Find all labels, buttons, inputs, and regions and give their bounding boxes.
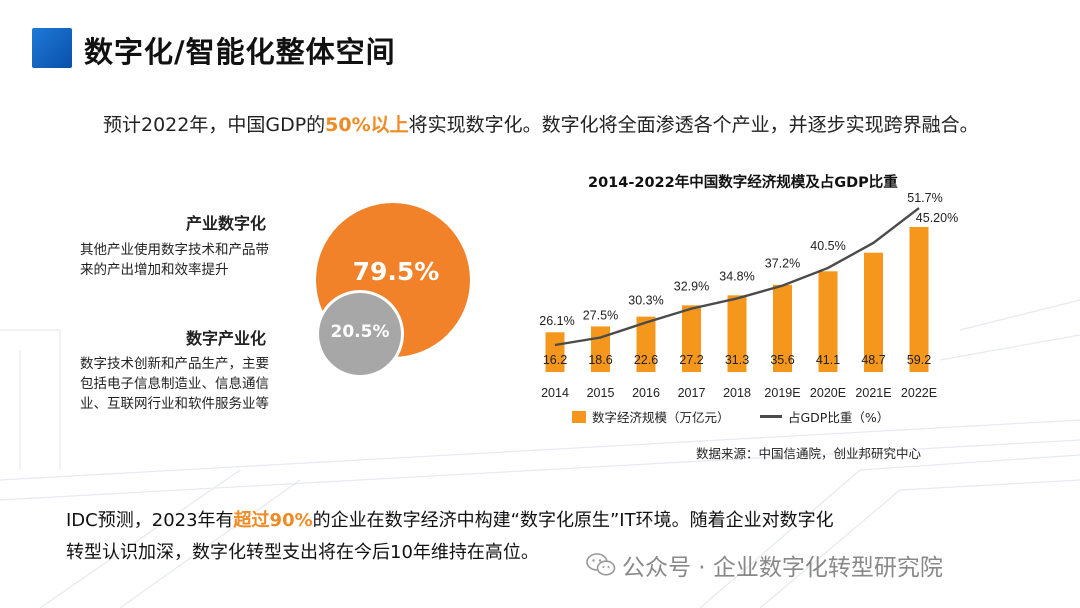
intro-after: 将实现数字化。数字化将全面渗透各个产业，并逐步实现跨界融合。 bbox=[408, 114, 979, 136]
legend-line-swatch bbox=[760, 415, 782, 418]
line-value-label: 26.1% bbox=[539, 314, 574, 328]
page-title: 数字化/智能化整体空间 bbox=[84, 35, 396, 69]
x-tick-label: 2022E bbox=[901, 386, 937, 400]
bar bbox=[682, 305, 701, 372]
bar-value-label: 59.2 bbox=[907, 353, 931, 367]
bottom-highlight: 超过90% bbox=[233, 510, 313, 531]
x-tick-label: 2014 bbox=[541, 386, 569, 400]
bottom-after: 的企业在数字经济中构建“数字化原生”IT环境。随着企业对数字化 bbox=[312, 510, 834, 531]
digital-desc-line: 包括电子信息制造业、信息通信 bbox=[80, 376, 269, 392]
bar-value-label: 27.2 bbox=[679, 353, 703, 367]
title-accent-block bbox=[32, 28, 72, 68]
digital-industrialization-title: 数字产业化 bbox=[186, 329, 267, 348]
intro-text: 预计2022年，中国GDP的50%以上将实现数字化。数字化将全面渗透各个产业，并… bbox=[103, 110, 979, 137]
digital-industrialization-circle bbox=[316, 290, 404, 378]
line-value-label: 45.20% bbox=[916, 211, 958, 225]
x-tick-label: 2016 bbox=[632, 386, 660, 400]
bar-value-label: 48.7 bbox=[861, 353, 885, 367]
bar bbox=[818, 271, 838, 372]
intro-highlight: 50%以上 bbox=[325, 114, 409, 136]
x-tick-label: 2017 bbox=[678, 386, 706, 400]
bottom-line-2: 转型认识加深，数字化转型支出将在今后10年维持在高位。 bbox=[66, 542, 539, 563]
bar bbox=[909, 226, 929, 372]
x-tick-label: 2021E bbox=[855, 386, 891, 400]
bar-value-label: 41.1 bbox=[816, 353, 840, 367]
bottom-before: IDC预测，2023年有 bbox=[66, 510, 234, 531]
bar bbox=[773, 284, 792, 372]
industry-desc-line: 其他产业使用数字技术和产品带 bbox=[80, 242, 269, 258]
bar-value-label: 18.6 bbox=[588, 353, 612, 367]
line-value-label: 37.2% bbox=[765, 257, 800, 271]
bar-value-label: 16.2 bbox=[543, 353, 567, 367]
x-tick-label: 2018 bbox=[723, 386, 751, 400]
line-value-label: 30.3% bbox=[628, 294, 663, 308]
line-value-label: 51.7% bbox=[907, 191, 942, 205]
data-source: 数据来源：中国信通院，创业邦研究中心 bbox=[696, 446, 922, 461]
bar-value-label: 22.6 bbox=[634, 353, 658, 367]
legend-bar-label: 数字经济规模（万亿元） bbox=[592, 410, 730, 425]
x-tick-label: 2015 bbox=[587, 386, 615, 400]
legend-line-label: 占GDP比重（%） bbox=[788, 410, 890, 425]
industry-digitalization-title: 产业数字化 bbox=[186, 214, 267, 233]
chart-title: 2014-2022年中国数字经济规模及占GDP比重 bbox=[588, 175, 898, 191]
bar bbox=[727, 295, 747, 372]
industry-digitalization-value: 79.5% bbox=[352, 257, 440, 286]
legend-line-item: 占GDP比重（%） bbox=[760, 407, 889, 426]
gdp-share-line bbox=[554, 207, 920, 347]
industry-digitalization-desc: 其他产业使用数字技术和产品带 来的产出增加和效率提升 bbox=[80, 240, 269, 280]
line-value-label: 32.9% bbox=[674, 280, 709, 294]
bar bbox=[864, 252, 883, 372]
industry-desc-line: 来的产出增加和效率提升 bbox=[80, 262, 229, 278]
digital-economy-chart: 16.2 18.6 22.6 27.2 31.3 35.6 41.1 48.7 59.2 2014… bbox=[539, 191, 958, 400]
bar bbox=[636, 316, 656, 372]
digital-industrialization-desc: 数字技术创新和产品生产，主要 包括电子信息制造业、信息通信 业、互联网行业和软件… bbox=[80, 354, 269, 414]
bar bbox=[545, 332, 565, 372]
legend-bar-swatch bbox=[572, 410, 586, 423]
watermark: 公众号 · 企业数字化转型研究院 bbox=[586, 548, 943, 582]
bottom-text: IDC预测，2023年有超过90%的企业在数字经济中构建“数字化原生”IT环境。… bbox=[66, 505, 834, 569]
watermark-text: 公众号 · 企业数字化转型研究院 bbox=[622, 555, 943, 581]
digital-desc-line: 业、互联网行业和软件服务业等 bbox=[80, 396, 269, 412]
x-tick-label: 2020E bbox=[810, 386, 846, 400]
x-tick-label: 2019E bbox=[764, 386, 800, 400]
line-value-label: 40.5% bbox=[810, 239, 845, 253]
legend-bar-item: 数字经济规模（万亿元） bbox=[572, 407, 730, 426]
digital-desc-line: 数字技术创新和产品生产，主要 bbox=[80, 356, 269, 372]
line-value-label: 27.5% bbox=[583, 309, 618, 323]
digital-industrialization-value: 20.5% bbox=[330, 322, 390, 342]
wechat-icon bbox=[586, 553, 616, 576]
intro-before: 预计2022年，中国GDP的 bbox=[103, 114, 326, 136]
bottom-line-1: IDC预测，2023年有超过90%的企业在数字经济中构建“数字化原生”IT环境。… bbox=[66, 505, 834, 537]
bar-value-label: 35.6 bbox=[770, 353, 794, 367]
line-value-label: 34.8% bbox=[719, 269, 754, 283]
bar-value-label: 31.3 bbox=[725, 353, 749, 367]
